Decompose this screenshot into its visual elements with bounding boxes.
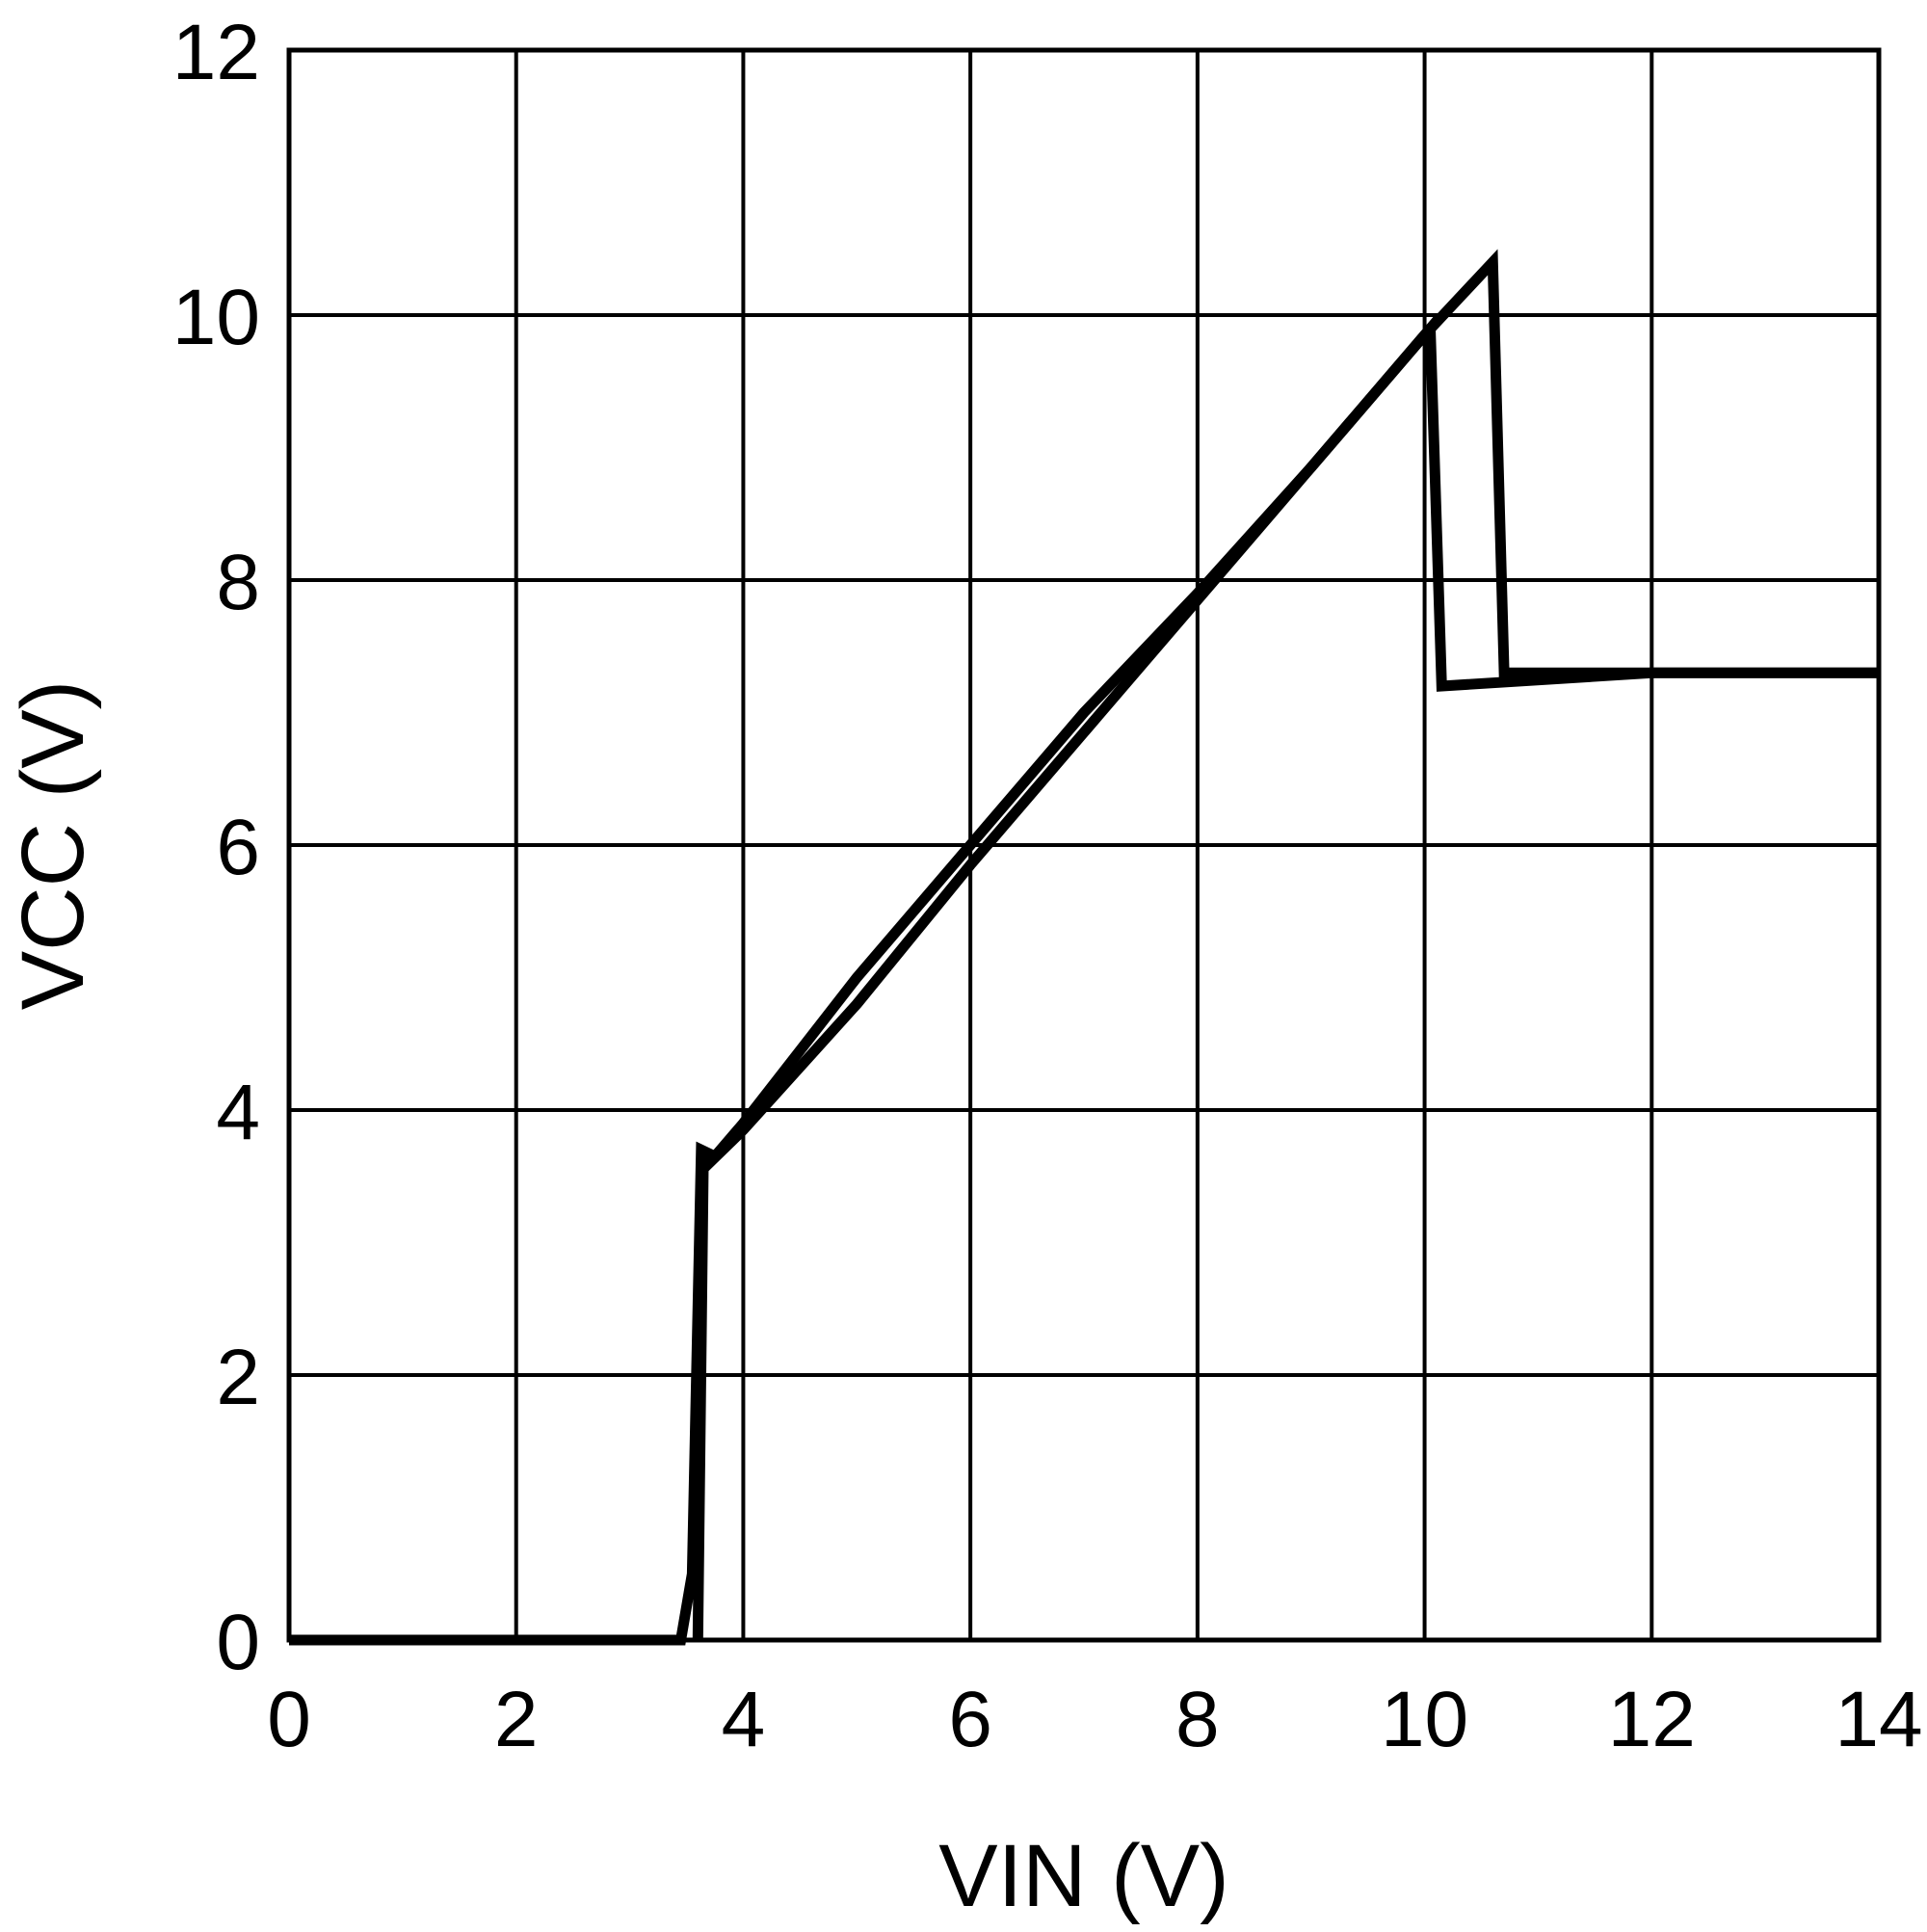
x-tick-label: 4 <box>722 1676 766 1763</box>
y-tick-label: 0 <box>216 1599 260 1686</box>
y-tick-label: 2 <box>216 1334 260 1421</box>
x-tick-label: 6 <box>948 1676 992 1763</box>
y-tick-label: 4 <box>216 1069 260 1156</box>
y-tick-label: 12 <box>172 9 260 96</box>
series-line-2 <box>692 314 1879 1641</box>
x-tick-label: 8 <box>1175 1676 1220 1763</box>
x-tick-label: 14 <box>1835 1676 1922 1763</box>
x-tick-label: 0 <box>267 1676 311 1763</box>
series-group <box>289 249 1879 1646</box>
plot-frame <box>286 47 1882 1643</box>
y-tick-label: 10 <box>172 274 260 361</box>
y-axis-label: VCC (V) <box>4 680 102 1010</box>
y-tick-labels: 0 2 4 6 8 10 12 <box>172 9 260 1686</box>
x-tick-label: 10 <box>1381 1676 1468 1763</box>
x-tick-labels: 0 2 4 6 8 10 12 14 <box>267 1676 1922 1763</box>
x-tick-label: 2 <box>494 1676 539 1763</box>
y-tick-label: 6 <box>216 804 260 891</box>
x-tick-label: 12 <box>1608 1676 1696 1763</box>
y-tick-label: 8 <box>216 539 260 626</box>
x-axis-label: VIN (V) <box>938 1827 1229 1925</box>
